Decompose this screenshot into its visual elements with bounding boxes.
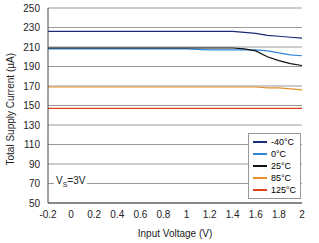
svg-text:Input Voltage (V): Input Voltage (V) xyxy=(138,228,213,239)
svg-text:0.8: 0.8 xyxy=(157,209,171,220)
svg-text:190: 190 xyxy=(23,61,40,72)
svg-text:250: 250 xyxy=(23,3,40,14)
html-text:125°C: 125°C xyxy=(271,185,297,195)
svg-text:0: 0 xyxy=(68,209,74,220)
svg-text:0.2: 0.2 xyxy=(87,209,101,220)
html-text:25°C: 25°C xyxy=(271,161,292,171)
svg-text:110: 110 xyxy=(24,139,40,150)
svg-text:150: 150 xyxy=(23,100,40,111)
svg-text:-0.2: -0.2 xyxy=(39,209,57,220)
svg-text:0.4: 0.4 xyxy=(110,209,124,220)
svg-text:2: 2 xyxy=(299,209,305,220)
svg-text:1.2: 1.2 xyxy=(203,209,217,220)
svg-text:70: 70 xyxy=(29,178,41,189)
html-text:85°C: 85°C xyxy=(271,173,292,183)
svg-text:1.6: 1.6 xyxy=(249,209,263,220)
svg-text:50: 50 xyxy=(29,198,41,209)
svg-text:1.8: 1.8 xyxy=(272,209,286,220)
svg-text:0.6: 0.6 xyxy=(133,209,147,220)
svg-text:170: 170 xyxy=(23,81,40,92)
html-text:-40°C: -40°C xyxy=(271,137,295,147)
svg-text:1: 1 xyxy=(184,209,190,220)
html-text:VS=3V: VS=3V xyxy=(56,175,86,188)
svg-text:230: 230 xyxy=(23,22,40,33)
svg-text:90: 90 xyxy=(29,159,41,170)
svg-text:210: 210 xyxy=(23,42,40,53)
svg-text:Total Supply Current (µA): Total Supply Current (µA) xyxy=(8,53,16,165)
html-text:0°C: 0°C xyxy=(271,149,287,159)
svg-text:1.4: 1.4 xyxy=(226,209,240,220)
svg-text:130: 130 xyxy=(23,120,40,131)
